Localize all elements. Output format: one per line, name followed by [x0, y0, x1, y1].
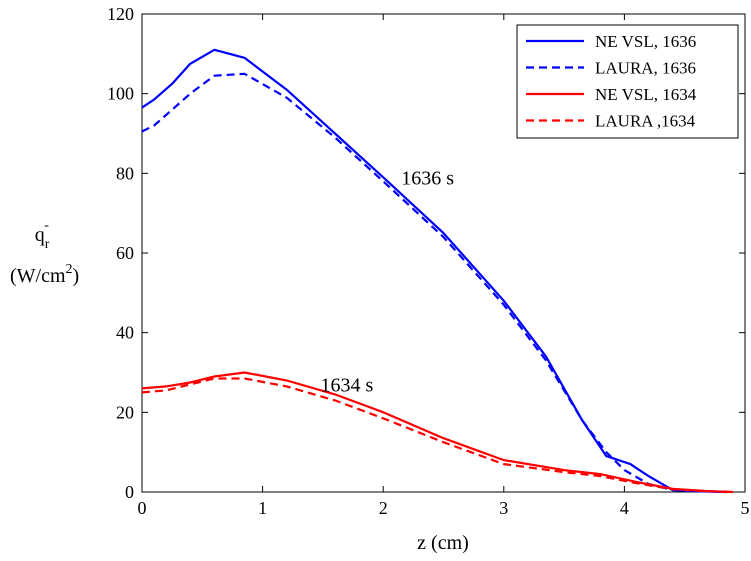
- y-label-unit-sup: 2: [66, 262, 73, 277]
- y-label-q: q: [35, 224, 45, 246]
- annotation-2: 1634 s: [320, 374, 373, 396]
- y-tick-label: 120: [107, 4, 134, 24]
- legend-label: NE VSL, 1636: [595, 32, 696, 51]
- series-line-3: [141, 371, 733, 494]
- y-tick-label: 60: [116, 243, 134, 263]
- series-layer: [141, 48, 733, 494]
- x-tick-label: 4: [620, 498, 629, 518]
- x-tick-label: 3: [499, 498, 508, 518]
- x-tick-label: 2: [379, 498, 388, 518]
- y-tick-label: 0: [125, 482, 134, 502]
- series-line-1: [141, 48, 727, 494]
- axis-ticks: 0 1 2 3 4 5 0 20 40 60 80 100 120: [107, 4, 750, 518]
- x-tick-label: 0: [138, 498, 147, 518]
- legend-label: LAURA ,1634: [595, 112, 696, 131]
- y-tick-label: 100: [107, 84, 134, 104]
- y-label-unit-end: ): [73, 265, 80, 287]
- x-axis-label: z (cm): [417, 532, 469, 554]
- y-label-sup: -: [44, 218, 49, 233]
- annotation-1: 1636 s: [401, 167, 454, 189]
- y-tick-label: 80: [116, 163, 134, 183]
- legend-label: NE VSL, 1634: [595, 85, 697, 104]
- y-axis-label: qr - (W/cm2): [10, 218, 79, 287]
- y-tick-label: 20: [116, 402, 134, 422]
- svg-text:qr-: qr -: [35, 218, 50, 252]
- svg-text:(W/cm2): (W/cm2): [10, 262, 79, 287]
- x-tick-label: 5: [741, 498, 750, 518]
- legend-box: [516, 24, 739, 139]
- legend: NE VSL, 1636 LAURA, 1636 NE VSL, 1634 LAURA…: [516, 24, 739, 139]
- y-label-unit: (W/cm: [10, 265, 66, 287]
- y-label-sub: r: [45, 237, 50, 252]
- legend-label: LAURA, 1636: [595, 59, 696, 78]
- y-tick-label: 40: [116, 323, 134, 343]
- x-tick-label: 1: [258, 498, 267, 518]
- annotation-layer: 1636 s 1634 s: [320, 167, 454, 396]
